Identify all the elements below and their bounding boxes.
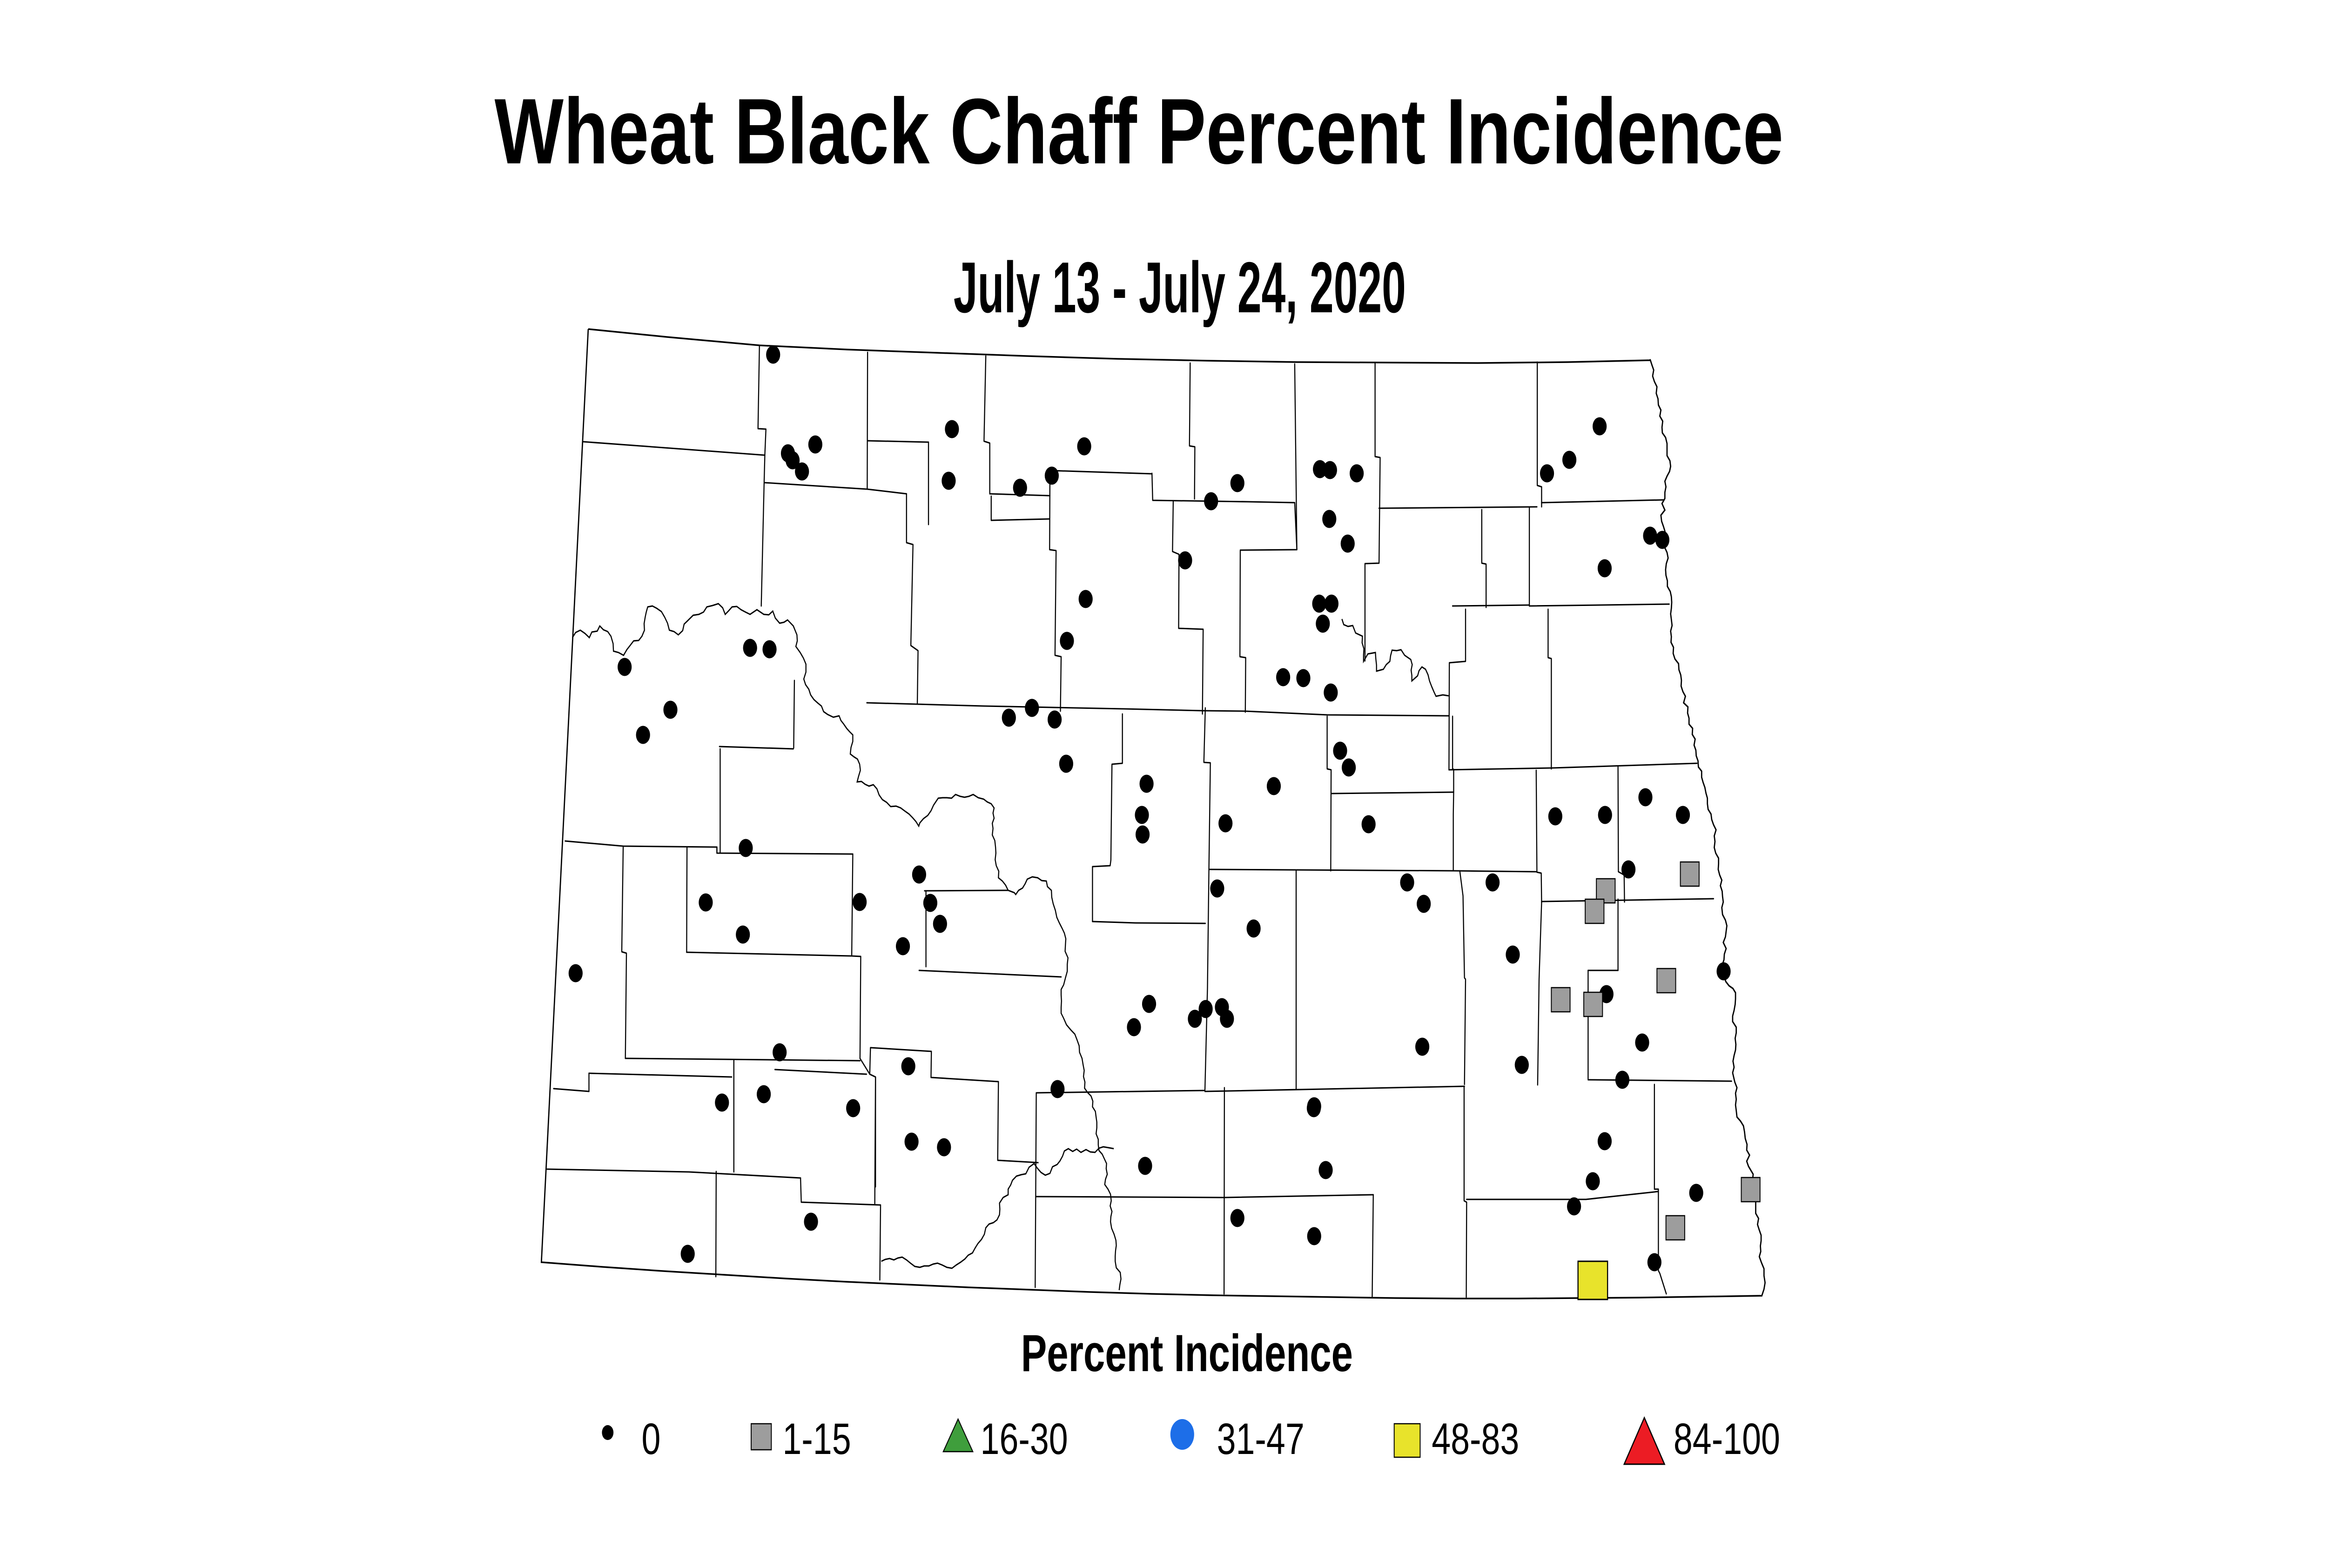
svg-text:48-83: 48-83 (1432, 1414, 1519, 1464)
svg-text:84-100: 84-100 (1674, 1414, 1780, 1464)
svg-text:Wheat Black Chaff Percent Inci: Wheat Black Chaff Percent Incidence (495, 79, 1784, 183)
svg-text:July 13 - July 24, 2020: July 13 - July 24, 2020 (954, 248, 1406, 328)
svg-text:16-30: 16-30 (981, 1414, 1068, 1464)
svg-text:Percent Incidence: Percent Incidence (1021, 1324, 1353, 1382)
svg-text:31-47: 31-47 (1217, 1414, 1305, 1464)
svg-text:0: 0 (642, 1414, 661, 1464)
svg-text:1-15: 1-15 (782, 1414, 851, 1464)
